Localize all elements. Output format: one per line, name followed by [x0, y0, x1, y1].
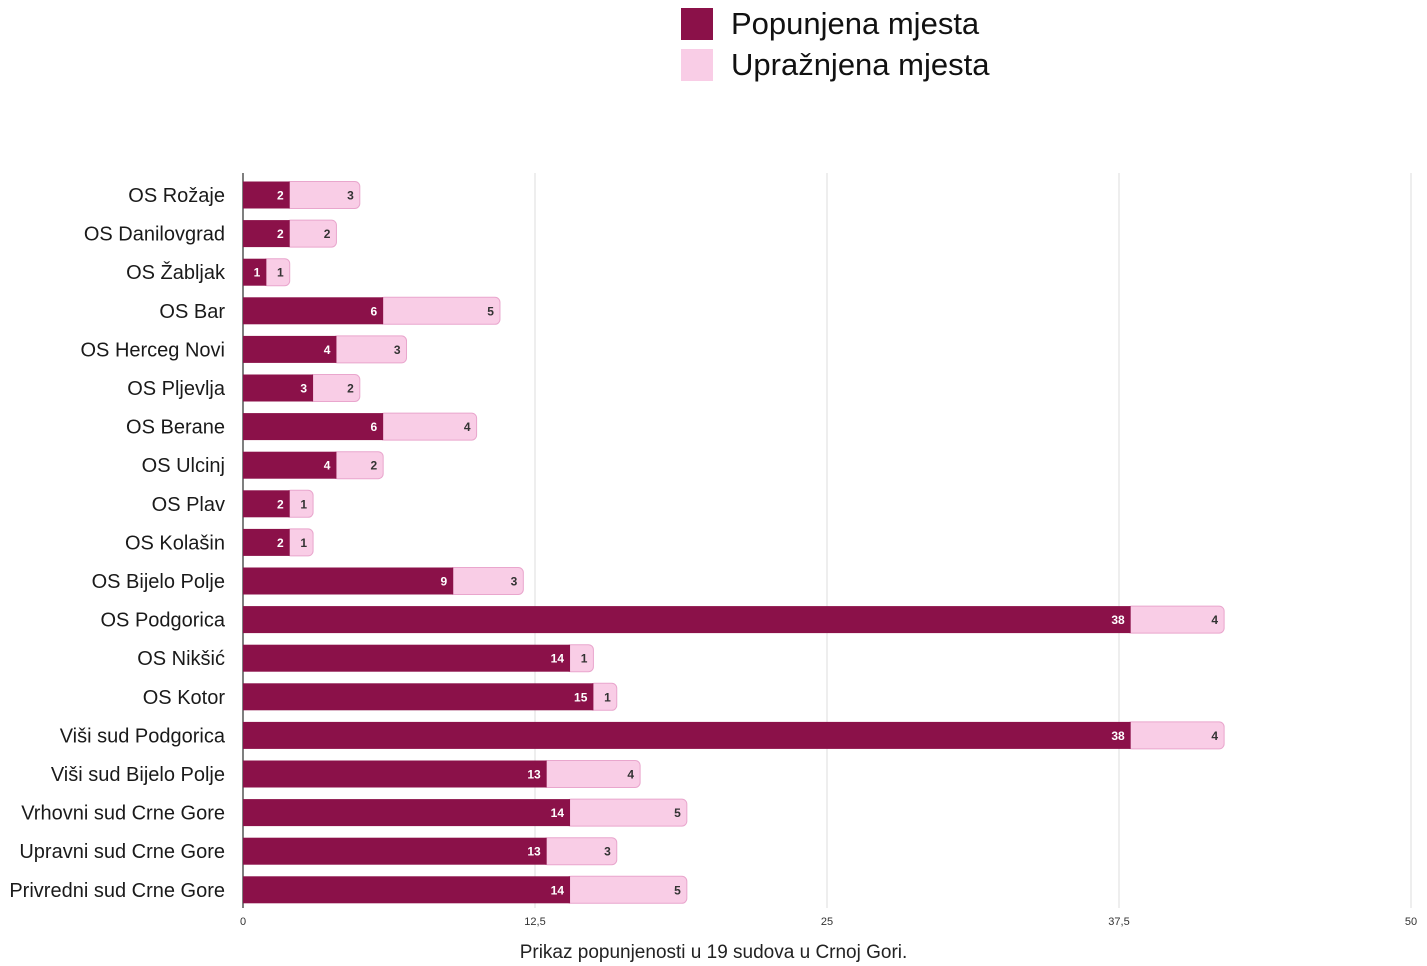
legend-label-filled: Popunjena mjesta: [731, 6, 980, 41]
bar-vacant: [542, 760, 641, 788]
bar-filled-value-label: 14: [551, 806, 565, 820]
bar-filled-value-label: 14: [551, 883, 565, 897]
bar-vacant-value-label: 1: [277, 266, 284, 280]
bar-vacant-value-label: 1: [300, 536, 307, 550]
bar-filled: [243, 721, 1131, 749]
category-label: OS Nikšić: [137, 648, 225, 670]
bar-filled-value-label: 13: [527, 845, 541, 859]
category-label: Viši sud Podgorica: [60, 725, 226, 747]
bar-filled-value-label: 3: [300, 382, 307, 396]
bar-vacant: [261, 258, 291, 287]
bar-vacant-value-label: 2: [370, 459, 377, 473]
bar-vacant-value-label: 5: [674, 883, 681, 897]
legend-swatch-filled: [681, 8, 713, 40]
bar-vacant: [1126, 605, 1225, 634]
bar-filled-value-label: 2: [277, 497, 284, 511]
bar-filled-value-label: 2: [277, 189, 284, 203]
category-label: OS Berane: [126, 417, 225, 439]
bar-filled-value-label: 38: [1111, 613, 1125, 627]
bar-vacant-value-label: 3: [511, 575, 518, 589]
bar-filled: [243, 606, 1131, 634]
bar-filled: [243, 490, 290, 518]
bar-filled: [243, 374, 314, 402]
bar-vacant-value-label: 3: [394, 343, 401, 357]
bar-filled: [243, 644, 571, 672]
x-tick-label: 12,5: [524, 916, 545, 928]
bar-filled-value-label: 13: [527, 768, 541, 782]
bar-vacant-value-label: 1: [604, 690, 611, 704]
bar-filled: [243, 451, 337, 479]
x-tick-label: 50: [1405, 916, 1417, 928]
category-label: OS Danilovgrad: [84, 224, 225, 246]
category-label: OS Rožaje: [128, 185, 225, 207]
bar-filled-value-label: 2: [277, 227, 284, 241]
bar-filled-value-label: 15: [574, 690, 588, 704]
bar-vacant: [565, 798, 688, 827]
bar-vacant-value-label: 1: [300, 497, 307, 511]
bar-vacant: [565, 875, 688, 904]
bar-vacant: [378, 412, 478, 441]
bar-vacant: [1126, 721, 1225, 750]
bar-vacant-value-label: 2: [324, 227, 331, 241]
bar-filled-value-label: 1: [254, 266, 261, 280]
category-label: OS Ulcinj: [142, 455, 225, 477]
bar-filled: [243, 181, 290, 209]
bar-vacant: [378, 296, 501, 325]
bar-filled: [243, 220, 290, 248]
bar-filled-value-label: 6: [370, 420, 377, 434]
category-label: OS Plav: [152, 494, 225, 516]
category-label: OS Podgorica: [100, 610, 225, 632]
bar-filled: [243, 413, 384, 441]
bar-filled: [243, 258, 267, 286]
bar-vacant-value-label: 5: [487, 304, 494, 318]
bar-vacant-value-label: 4: [627, 768, 634, 782]
category-label: OS Kotor: [143, 687, 226, 709]
bar-vacant-value-label: 3: [604, 845, 611, 859]
category-label: OS Bijelo Polje: [92, 571, 225, 593]
legend-label-vacant: Upražnjena mjesta: [731, 47, 990, 82]
bar-filled-value-label: 38: [1111, 729, 1125, 743]
bar-vacant-value-label: 1: [581, 652, 588, 666]
bar-vacant-value-label: 4: [1211, 613, 1218, 627]
x-tick-label: 25: [821, 916, 833, 928]
bar-vacant-value-label: 2: [347, 382, 354, 396]
bar-filled-value-label: 2: [277, 536, 284, 550]
category-label: Privredni sud Crne Gore: [9, 880, 225, 902]
bar-filled: [243, 799, 571, 827]
bar-filled: [243, 335, 337, 363]
category-label: OS Kolašin: [125, 532, 225, 554]
category-label: OS Herceg Novi: [81, 339, 226, 361]
category-label: Viši sud Bijelo Polje: [51, 764, 225, 786]
bar-vacant-value-label: 4: [1211, 729, 1218, 743]
category-label: OS Pljevlja: [127, 378, 226, 400]
bar-filled-value-label: 4: [324, 343, 331, 357]
category-label: OS Žabljak: [126, 261, 226, 284]
category-label: Upravni sud Crne Gore: [19, 841, 225, 863]
x-tick-label: 0: [240, 916, 246, 928]
bar-filled: [243, 760, 547, 788]
bar-vacant: [285, 489, 314, 518]
bar-filled: [243, 528, 290, 556]
bar-vacant: [285, 528, 314, 557]
bar-filled-value-label: 6: [370, 304, 377, 318]
bar-vacant-value-label: 4: [464, 420, 471, 434]
category-label: OS Bar: [159, 301, 225, 323]
category-label: Vrhovni sud Crne Gore: [21, 803, 225, 825]
bar-vacant-value-label: 3: [347, 189, 354, 203]
bar-filled-value-label: 9: [441, 575, 448, 589]
bar-filled: [243, 683, 594, 711]
x-tick-label: 37,5: [1108, 916, 1129, 928]
bar-filled-value-label: 14: [551, 652, 565, 666]
bar-filled-value-label: 4: [324, 459, 331, 473]
legend-swatch-vacant: [681, 49, 713, 81]
bar-filled: [243, 567, 454, 595]
bar-filled: [243, 876, 571, 904]
bar-filled: [243, 297, 384, 325]
bar-filled: [243, 837, 547, 865]
bar-vacant-value-label: 5: [674, 806, 681, 820]
chart-caption: Prikaz popunjenosti u 19 sudova u Crnoj …: [519, 942, 908, 963]
